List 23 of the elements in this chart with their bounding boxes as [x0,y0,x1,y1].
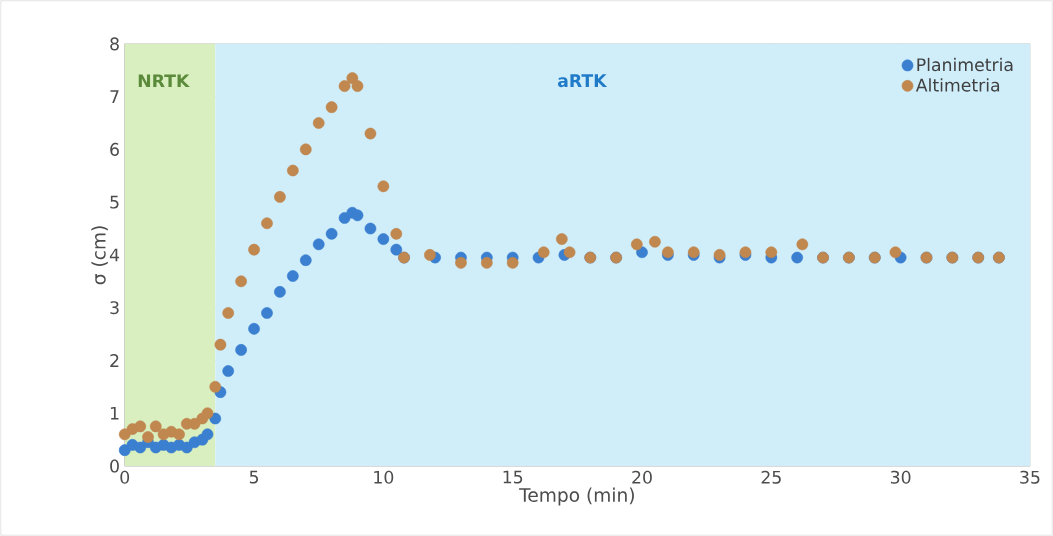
y-tick-label: 6 [110,142,119,156]
y-tick-label: 5 [110,195,119,209]
x-tick-label: 10 [374,470,394,484]
x-tick-label: 35 [1020,470,1040,484]
y-tick-label: 4 [109,248,120,262]
legend-label: Altimetria [915,78,1000,92]
x-tick-label: 20 [632,470,652,484]
x-tick-label: 15 [503,470,523,484]
x-tick-label: 0 [120,470,130,484]
y-tick-label: 2 [110,354,119,367]
y-tick-label: 7 [110,90,119,103]
legend-label: Planimetria [917,57,1013,72]
y-axis-title: σ (cm) [91,226,108,285]
x-tick-label: 25 [761,470,781,484]
x-axis-title: Tempo (min) [519,487,634,506]
x-tick-label: 30 [890,470,911,484]
y-tick-label: 1 [110,406,119,420]
band-label: aRTK [557,74,608,88]
x-tick-label: 5 [249,470,259,484]
y-tick-label: 8 [110,37,119,51]
y-tick-label: 0 [110,459,119,473]
y-tick-label: 3 [110,301,119,315]
band-label: NRTK [138,74,190,88]
